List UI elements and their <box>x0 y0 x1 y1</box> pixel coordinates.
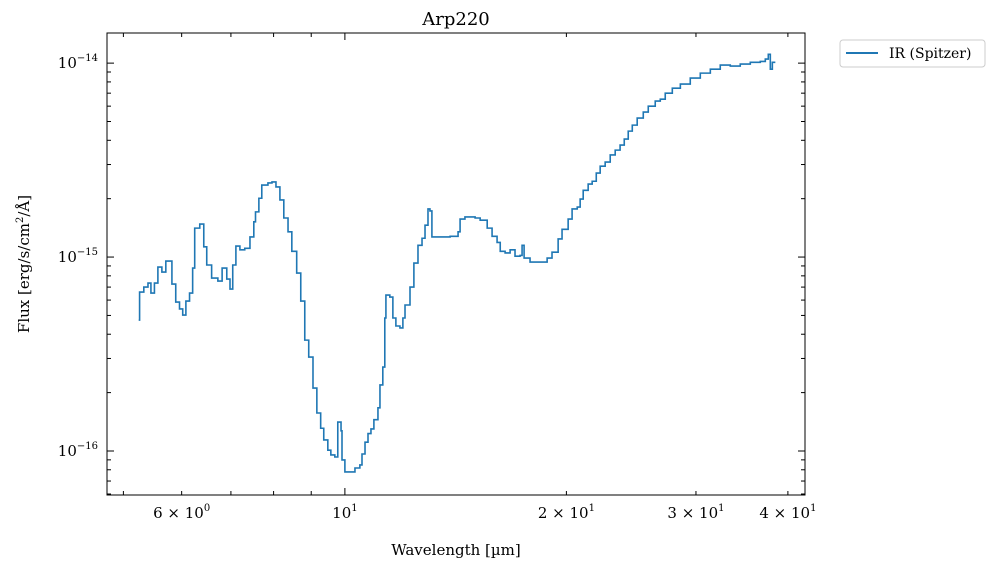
axis-ticks <box>107 33 805 495</box>
x-tick-label: 2 × 101 <box>538 503 595 522</box>
y-tick-label: 10−16 <box>58 441 98 460</box>
y-axis-label-main: Flux [erg/s/cm <box>15 223 33 333</box>
x-tick-label: 101 <box>332 503 357 522</box>
y-tick-label: 10−14 <box>58 53 98 72</box>
x-axis-label: Wavelength [µm] <box>391 541 520 559</box>
y-axis-label-end: /Å] <box>15 195 33 217</box>
x-tick-label: 6 × 100 <box>153 503 210 522</box>
legend-box <box>839 39 986 68</box>
y-tick-label: 10−15 <box>58 247 98 266</box>
tick-labels: 6 × 100 101 2 × 101 3 × 101 4 × 101 10−14 10−1… <box>58 53 817 522</box>
legend-label: IR (Spitzer) <box>889 46 971 62</box>
x-tick-label: 3 × 101 <box>667 503 724 522</box>
plot-frame <box>106 32 806 496</box>
chart-title: Arp220 <box>421 9 489 30</box>
x-tick-label: 4 × 101 <box>759 503 816 522</box>
legend: IR (Spitzer) <box>839 39 986 68</box>
y-axis-label-sup: 2 <box>15 217 26 223</box>
series-line-ir-spitzer <box>138 53 776 473</box>
y-axis-label: Flux [erg/s/cm2/Å] <box>15 195 33 333</box>
